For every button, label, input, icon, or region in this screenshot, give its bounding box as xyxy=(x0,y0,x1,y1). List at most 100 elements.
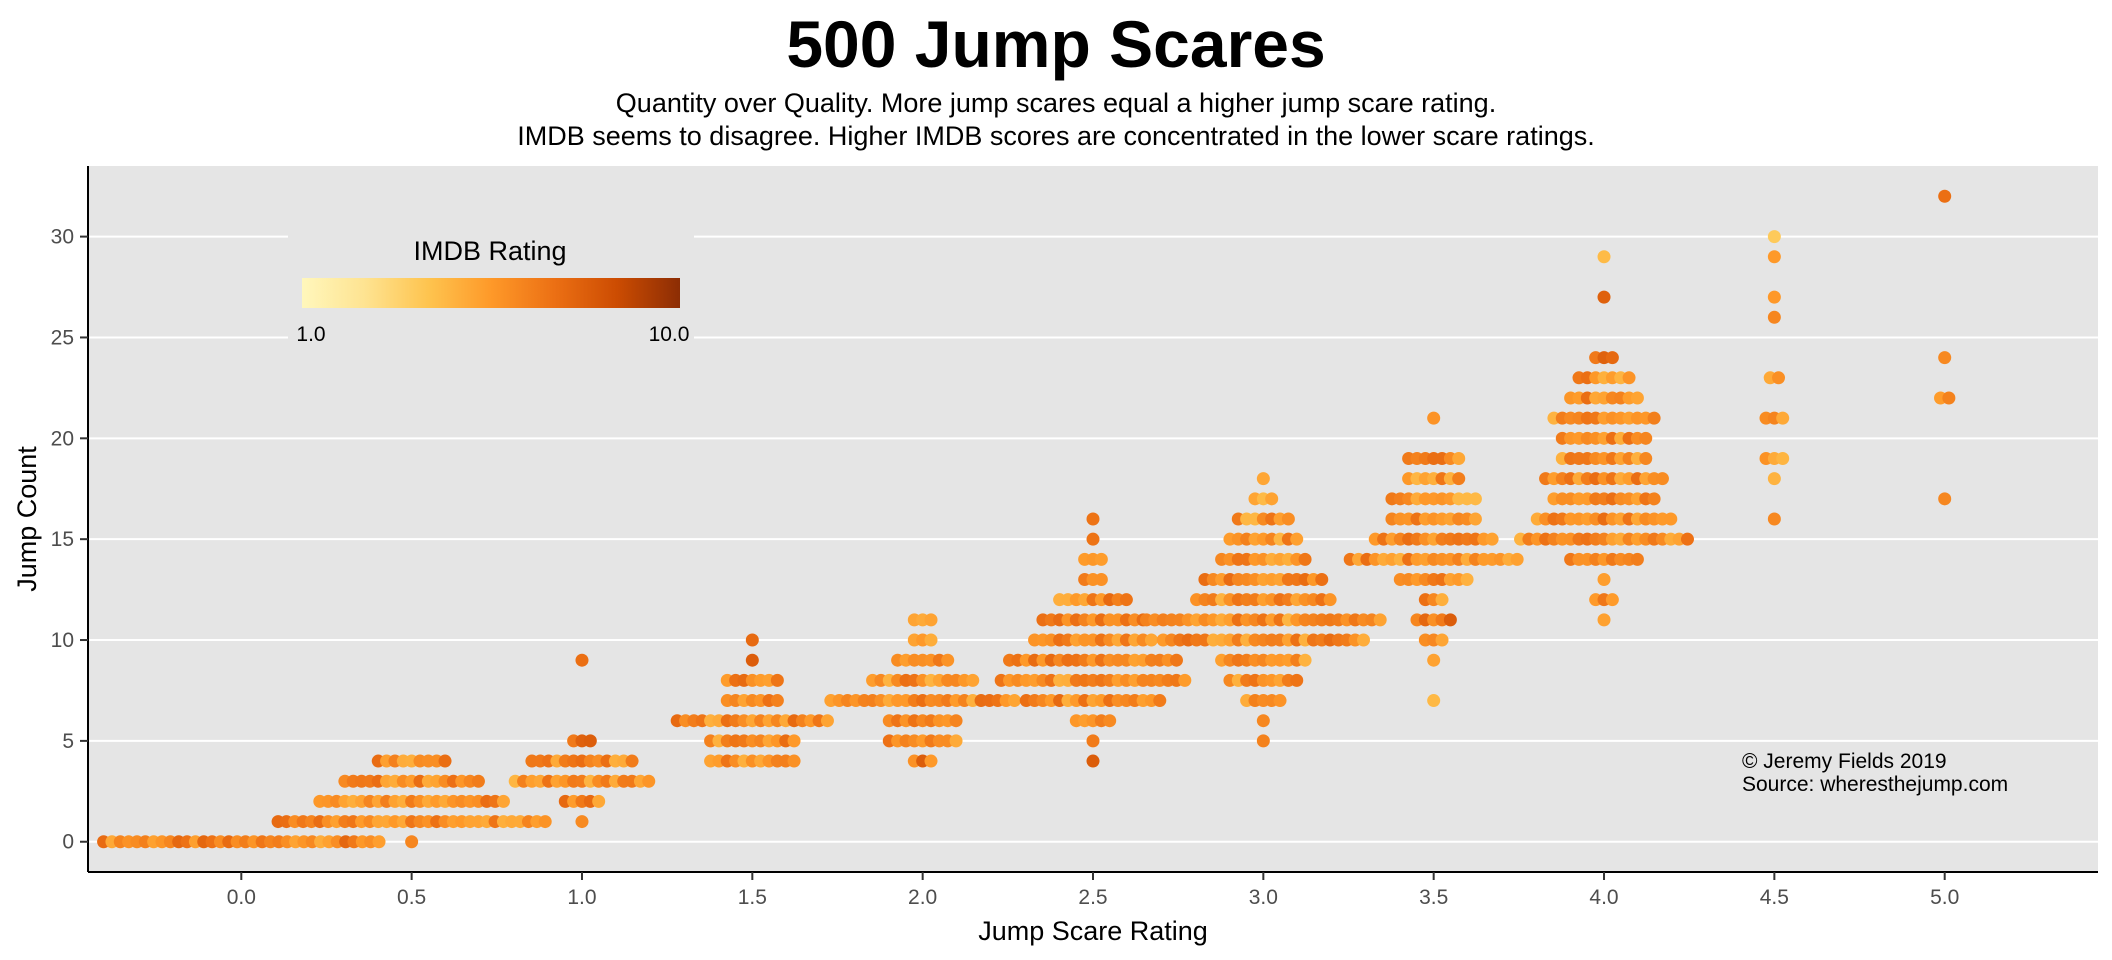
legend-max-label: 10.0 xyxy=(649,323,690,346)
chart-subtitle-line-1: Quantity over Quality. More jump scares … xyxy=(615,88,1497,118)
data-point xyxy=(1942,391,1956,405)
data-point xyxy=(1772,371,1786,385)
y-tick-label: 25 xyxy=(51,326,74,349)
data-point xyxy=(1178,673,1192,687)
data-point xyxy=(575,653,589,667)
data-point xyxy=(1767,310,1781,324)
x-tick-label: 4.5 xyxy=(1760,886,1789,909)
data-point xyxy=(1153,694,1167,708)
data-point xyxy=(1290,673,1304,687)
x-tick-label: 4.0 xyxy=(1589,886,1618,909)
x-tick-label: 0.5 xyxy=(397,886,426,909)
y-tick-label: 30 xyxy=(51,226,74,249)
legend: IMDB Rating 1.0 10.0 xyxy=(288,226,694,362)
data-point xyxy=(1290,532,1304,546)
data-point xyxy=(1938,189,1952,203)
data-point xyxy=(1767,472,1781,486)
data-point xyxy=(770,673,784,687)
data-point xyxy=(1680,532,1694,546)
x-axis-title: Jump Scare Rating xyxy=(978,916,1208,946)
data-point xyxy=(1510,552,1524,566)
x-tick-label: 1.5 xyxy=(738,886,767,909)
data-point xyxy=(1767,230,1781,244)
data-point xyxy=(1094,573,1108,587)
source-annotation: Source: wheresthejump.com xyxy=(1742,773,2008,796)
data-points xyxy=(97,189,1956,849)
x-tick-label: 2.0 xyxy=(908,886,937,909)
axes: 0.0 0.5 1.0 1.5 2.0 2.5 3.0 3.5 4.0 4.5 5.0 0 5 10 15 2… xyxy=(51,166,2098,909)
data-point xyxy=(770,694,784,708)
data-point xyxy=(1265,492,1279,506)
data-point xyxy=(941,653,955,667)
copyright-annotation: © Jeremy Fields 2019 xyxy=(1742,750,1947,773)
data-point xyxy=(1323,593,1337,607)
y-tick-label: 5 xyxy=(62,730,74,753)
data-point xyxy=(1664,512,1678,526)
data-point xyxy=(1767,290,1781,304)
y-tick-label: 0 xyxy=(62,831,74,854)
data-point xyxy=(1452,472,1466,486)
legend-title: IMDB Rating xyxy=(413,236,566,266)
data-point xyxy=(592,794,606,808)
y-axis-title: Jump Count xyxy=(12,446,42,592)
data-point xyxy=(1435,593,1449,607)
data-point xyxy=(1605,351,1619,365)
data-point xyxy=(1169,653,1183,667)
data-point xyxy=(1460,573,1474,587)
data-point xyxy=(1298,653,1312,667)
data-point xyxy=(1468,492,1482,506)
data-point xyxy=(1597,613,1611,627)
data-point xyxy=(1086,532,1100,546)
y-tick-label: 10 xyxy=(51,629,74,652)
data-point xyxy=(924,613,938,627)
data-point xyxy=(1086,512,1100,526)
data-point xyxy=(471,774,485,788)
data-point xyxy=(1273,694,1287,708)
data-point xyxy=(1597,573,1611,587)
data-point xyxy=(1256,734,1270,748)
data-point xyxy=(745,633,759,647)
data-point xyxy=(1094,552,1108,566)
data-point xyxy=(1356,633,1370,647)
data-point xyxy=(1298,552,1312,566)
data-point xyxy=(1427,694,1441,708)
x-tick-label: 1.0 xyxy=(567,886,596,909)
data-point xyxy=(924,633,938,647)
data-point xyxy=(949,714,963,728)
data-point xyxy=(1103,714,1117,728)
data-point xyxy=(966,673,980,687)
data-point xyxy=(1443,613,1457,627)
data-point xyxy=(575,815,589,829)
data-point xyxy=(1315,573,1329,587)
data-point xyxy=(1281,512,1295,526)
data-point xyxy=(642,774,656,788)
y-tick-label: 15 xyxy=(51,528,74,551)
data-point xyxy=(924,754,938,768)
data-point xyxy=(1639,451,1653,465)
data-point xyxy=(787,734,801,748)
data-point xyxy=(1468,512,1482,526)
data-point xyxy=(1119,593,1133,607)
data-point xyxy=(1485,532,1499,546)
x-tick-label: 0.0 xyxy=(227,886,256,909)
data-point xyxy=(820,714,834,728)
data-point xyxy=(1630,552,1644,566)
data-point xyxy=(1256,472,1270,486)
data-point xyxy=(1427,653,1441,667)
data-point xyxy=(1435,633,1449,647)
data-point xyxy=(625,754,639,768)
data-point xyxy=(1597,250,1611,264)
data-point xyxy=(1007,694,1021,708)
data-point xyxy=(787,754,801,768)
chart-title: 500 Jump Scares xyxy=(786,7,1326,81)
data-point xyxy=(1767,512,1781,526)
data-point xyxy=(438,754,452,768)
data-point xyxy=(1452,451,1466,465)
data-point xyxy=(372,835,386,849)
data-point xyxy=(1597,290,1611,304)
data-point xyxy=(949,734,963,748)
y-tick-label: 20 xyxy=(51,427,74,450)
data-point xyxy=(1630,391,1644,405)
legend-min-label: 1.0 xyxy=(296,323,325,346)
data-point xyxy=(1776,411,1790,425)
